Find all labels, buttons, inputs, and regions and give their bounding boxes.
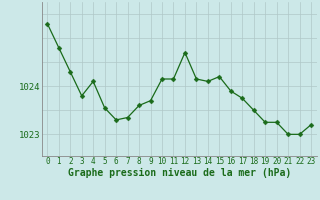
X-axis label: Graphe pression niveau de la mer (hPa): Graphe pression niveau de la mer (hPa): [68, 168, 291, 178]
